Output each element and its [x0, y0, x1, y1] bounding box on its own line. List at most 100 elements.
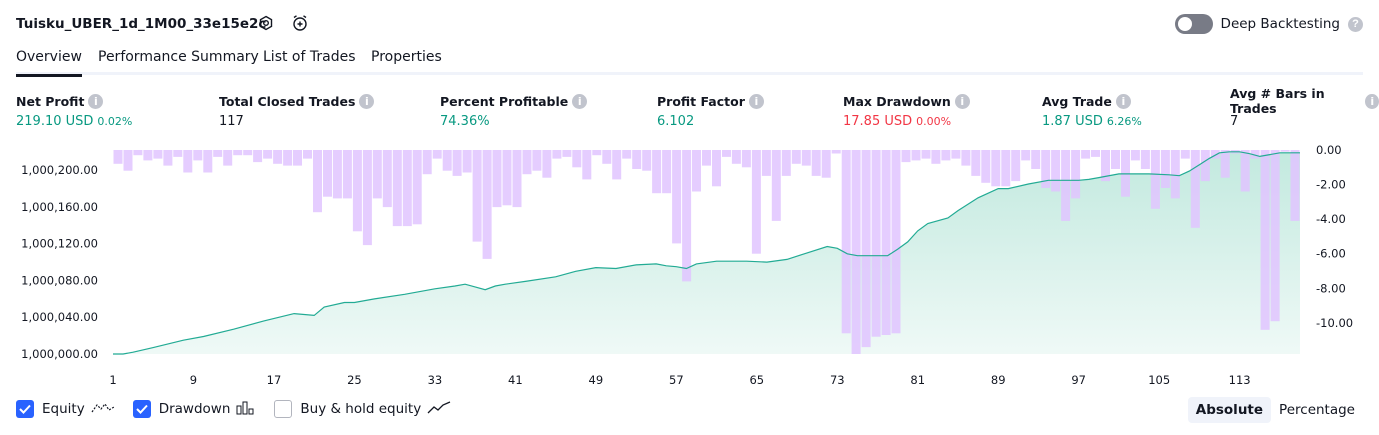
x-axis-tick: 9 [190, 373, 197, 387]
drawdown-bar [682, 150, 692, 282]
x-axis-tick: 73 [830, 373, 845, 387]
drawdown-bar [851, 150, 861, 354]
tab-overview[interactable]: Overview [16, 49, 82, 77]
drawdown-bar [183, 150, 193, 173]
left-axis-tick: 1,000,200.00 [21, 163, 98, 177]
drawdown-bar [402, 150, 412, 227]
drawdown-bar [462, 150, 472, 173]
drawdown-checkbox[interactable] [132, 400, 151, 418]
stat-percent: 6.26% [1106, 115, 1142, 128]
drawdown-bar [1160, 150, 1170, 188]
drawdown-bar [472, 150, 482, 242]
absolute-mode-button[interactable]: Absolute [1187, 397, 1272, 423]
drawdown-bar [672, 150, 682, 244]
drawdown-bar [861, 150, 871, 348]
drawdown-bar [223, 150, 233, 166]
drawdown-bar [512, 150, 522, 208]
drawdown-bar [542, 150, 552, 178]
buy-hold-line-icon [427, 400, 451, 418]
drawdown-bar [283, 150, 293, 166]
drawdown-bar [163, 150, 173, 166]
deep-backtesting-toggle[interactable] [1174, 14, 1213, 34]
drawdown-bar [1230, 150, 1240, 154]
drawdown-bar [1240, 150, 1250, 192]
stat-value: 6.102 [657, 114, 695, 129]
info-icon[interactable]: i [748, 93, 764, 109]
x-axis-tick: 25 [347, 373, 362, 387]
info-icon[interactable]: i [1115, 93, 1131, 109]
right-axis-tick: -2.00 [1316, 178, 1346, 192]
x-axis-tick: 105 [1148, 373, 1170, 387]
drawdown-bar [303, 150, 312, 159]
info-icon[interactable]: i [954, 93, 970, 109]
drawdown-bar [722, 150, 731, 157]
tab-properties[interactable]: Properties [371, 49, 442, 65]
drawdown-bar [801, 150, 811, 166]
drawdown-bar [1071, 150, 1081, 199]
equity-checkbox[interactable] [16, 400, 34, 418]
drawdown-bar [342, 150, 352, 199]
drawdown-bar [1091, 150, 1100, 157]
equity-line-icon [91, 401, 115, 418]
stat-value: 74.36% [440, 114, 490, 129]
add-alert-icon[interactable] [290, 13, 310, 33]
percentage-mode-button[interactable]: Percentage [1279, 402, 1355, 418]
drawdown-bar [213, 150, 223, 157]
drawdown-bar [233, 150, 243, 156]
info-icon[interactable]: i [1365, 93, 1379, 109]
drawdown-bar [392, 150, 402, 227]
drawdown-bar [602, 150, 612, 164]
buy-hold-checkbox[interactable] [274, 400, 293, 418]
stat-label: Avg # Bars in Trades [1230, 86, 1325, 116]
info-icon[interactable]: i [88, 93, 104, 109]
info-icon[interactable]: i [359, 93, 375, 109]
tab-list-of-trades[interactable]: List of Trades [263, 49, 356, 65]
legend-equity[interactable]: Equity [16, 400, 115, 418]
drawdown-bar [881, 150, 891, 335]
drawdown-bar [931, 150, 941, 164]
drawdown-bar [532, 150, 542, 171]
info-icon[interactable]: i [572, 93, 588, 109]
drawdown-bar [731, 150, 741, 164]
drawdown-bar [1041, 150, 1051, 188]
x-axis-tick: 89 [991, 373, 1006, 387]
x-axis-tick: 57 [669, 373, 684, 387]
left-axis-tick: 1,000,040.00 [21, 310, 98, 324]
stat-label: Total Closed Trades [219, 93, 356, 109]
drawdown-bar [1001, 150, 1011, 187]
drawdown-bar [432, 150, 442, 159]
drawdown-bars-icon [236, 401, 256, 418]
settings-icon[interactable] [256, 13, 276, 33]
tab-bar: Overview Performance Summary List of Tra… [16, 44, 1363, 77]
drawdown-bar [352, 150, 362, 232]
drawdown-bar [293, 150, 302, 166]
drawdown-bar [622, 150, 632, 159]
legend-buy-hold-label: Buy & hold equity [300, 401, 422, 417]
tab-performance-summary[interactable]: Performance Summary [98, 49, 259, 65]
drawdown-bar [1220, 150, 1230, 178]
stat-value: 17.85 USD [843, 114, 913, 129]
drawdown-bar [811, 150, 821, 176]
drawdown-bar [1121, 150, 1130, 197]
drawdown-bar [702, 150, 711, 166]
drawdown-bar [323, 150, 332, 197]
drawdown-bar [332, 150, 342, 199]
legend-buy-hold[interactable]: Buy & hold equity [274, 400, 451, 418]
legend-drawdown[interactable]: Drawdown [132, 400, 257, 418]
right-axis-tick: -10.00 [1316, 316, 1353, 330]
left-axis-tick: 1,000,000.00 [21, 347, 98, 361]
drawdown-bar [362, 150, 372, 246]
drawdown-bar [712, 150, 721, 187]
right-axis-tick: -8.00 [1316, 281, 1346, 295]
stat-max-drawdown: Max Drawdown i 17.85 USD 0.00% [843, 93, 970, 129]
help-icon[interactable]: ? [1348, 16, 1363, 32]
left-axis-tick: 1,000,080.00 [21, 273, 98, 287]
stat-percent-profitable: Percent Profitable i 74.36% [440, 93, 588, 129]
drawdown-bar [1101, 150, 1110, 182]
drawdown-bar [901, 150, 911, 163]
drawdown-bar [632, 150, 642, 169]
stat-label: Max Drawdown [843, 93, 951, 109]
drawdown-bar [592, 150, 602, 156]
drawdown-bar [1280, 150, 1290, 152]
drawdown-bar [263, 150, 273, 159]
